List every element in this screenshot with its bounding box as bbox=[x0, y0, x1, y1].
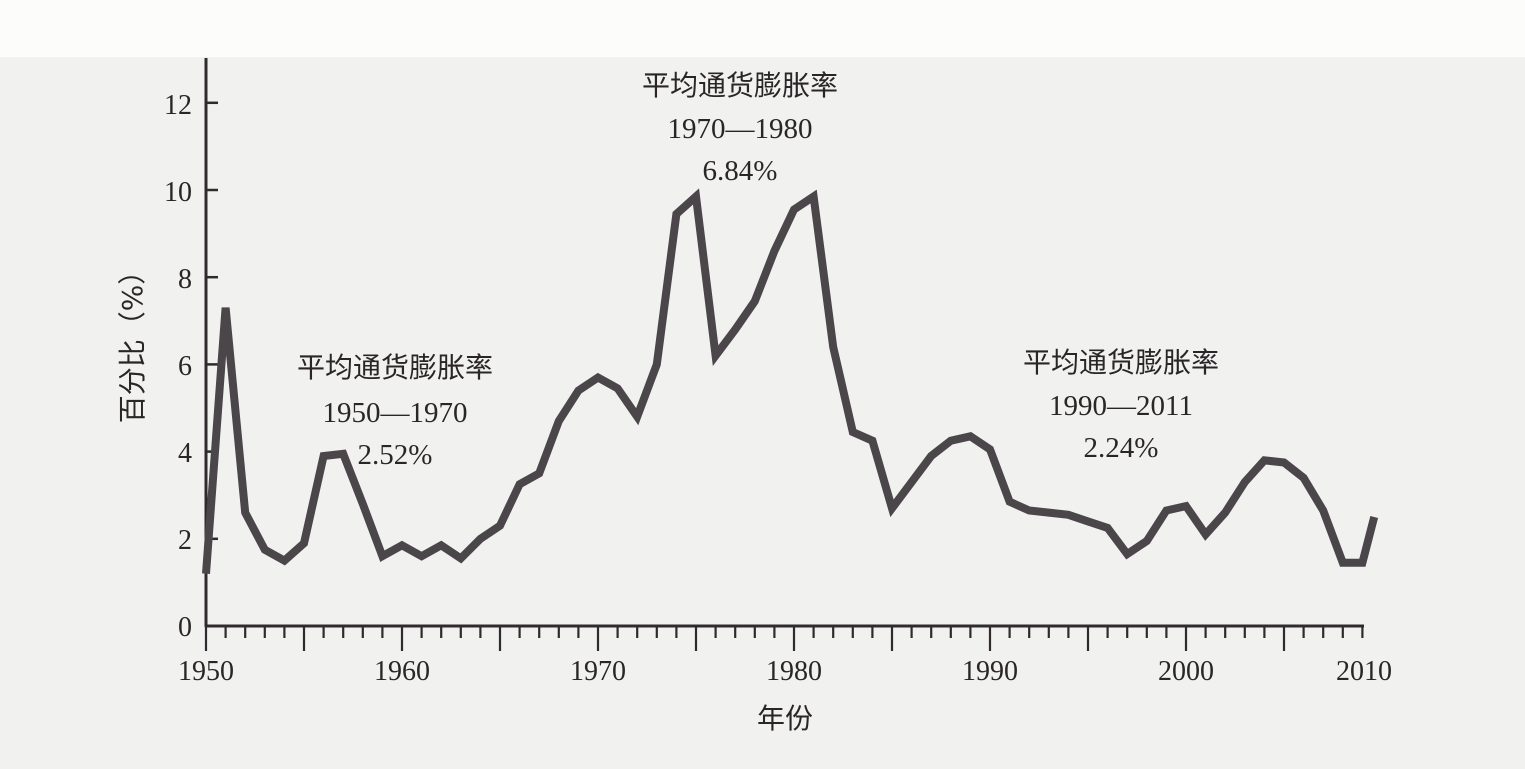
x-tick-label: 1950 bbox=[178, 656, 234, 687]
x-axis-ticks bbox=[204, 626, 1364, 651]
page-top-margin bbox=[0, 0, 1525, 57]
annotation-value: 2.24% bbox=[1084, 432, 1159, 464]
annotation-1990-2011: 平均通货膨胀率 1990—2011 2.24% bbox=[1023, 346, 1219, 464]
y-tick-label: 12 bbox=[164, 90, 192, 121]
annotation-1950-1970: 平均通货膨胀率 1950—1970 2.52% bbox=[297, 351, 493, 471]
x-tick-label: 1990 bbox=[962, 656, 1018, 687]
x-tick-label: 1980 bbox=[766, 656, 822, 687]
annotation-period: 1990—2011 bbox=[1049, 390, 1193, 422]
x-tick-label: 1970 bbox=[570, 656, 626, 687]
inflation-rate-line bbox=[202, 188, 1379, 574]
x-tick-label: 2000 bbox=[1158, 656, 1214, 687]
y-tick-label: 6 bbox=[178, 351, 192, 382]
y-tick-label: 2 bbox=[178, 525, 192, 556]
x-axis-title: 年份 bbox=[757, 702, 813, 735]
y-tick-label: 10 bbox=[164, 177, 192, 208]
y-axis-ticks bbox=[206, 101, 218, 628]
x-tick-label: 2010 bbox=[1336, 656, 1392, 687]
annotation-period: 1950—1970 bbox=[323, 397, 468, 429]
page-background bbox=[0, 57, 1525, 769]
annotation-title: 平均通货膨胀率 bbox=[1023, 346, 1219, 379]
annotation-value: 2.52% bbox=[358, 439, 433, 471]
y-tick-label: 8 bbox=[178, 264, 192, 295]
annotation-title: 平均通货膨胀率 bbox=[297, 351, 493, 384]
annotation-title: 平均通货膨胀率 bbox=[642, 69, 838, 102]
annotation-1970-1980: 平均通货膨胀率 1970—1980 6.84% bbox=[642, 69, 838, 187]
x-tick-label: 1960 bbox=[374, 656, 430, 687]
annotation-value: 6.84% bbox=[703, 155, 778, 187]
y-axis-title: 百分比（%） bbox=[116, 257, 149, 424]
annotation-period: 1970—1980 bbox=[668, 113, 813, 145]
y-tick-label: 4 bbox=[178, 438, 192, 469]
y-tick-label: 0 bbox=[178, 612, 192, 643]
